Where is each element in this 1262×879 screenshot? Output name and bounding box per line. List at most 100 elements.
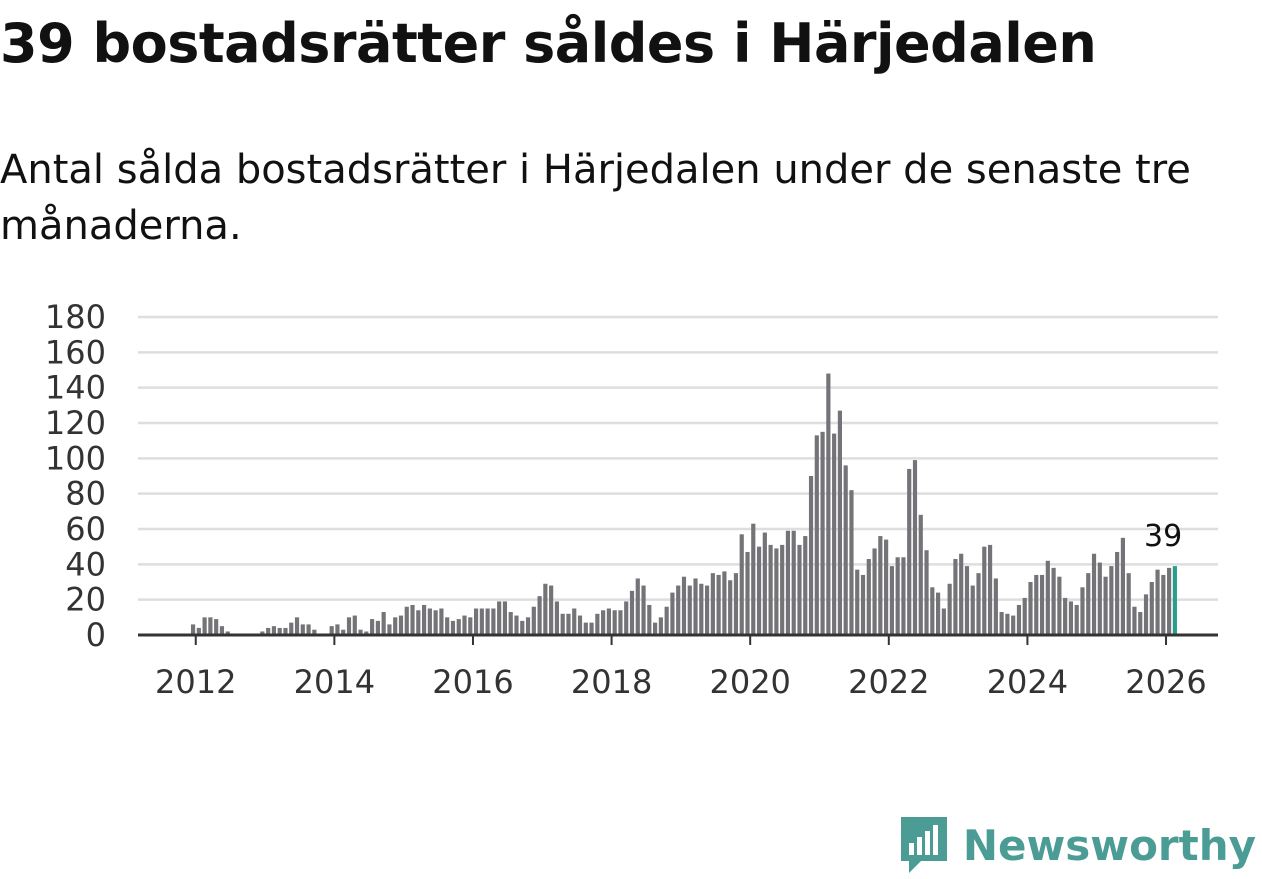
bar bbox=[653, 622, 658, 635]
bar bbox=[566, 613, 571, 635]
bar bbox=[601, 610, 606, 635]
bar bbox=[907, 468, 912, 635]
bar bbox=[439, 608, 444, 635]
bar bbox=[387, 624, 392, 635]
bar bbox=[1109, 566, 1114, 635]
bar bbox=[918, 514, 923, 635]
bar bbox=[693, 578, 698, 635]
bar bbox=[1115, 551, 1120, 635]
bar bbox=[375, 620, 380, 635]
bar bbox=[999, 612, 1004, 635]
bar bbox=[404, 606, 409, 635]
bar bbox=[728, 580, 733, 635]
bar bbox=[895, 557, 900, 635]
bar bbox=[676, 585, 681, 635]
bar bbox=[855, 569, 860, 635]
bar bbox=[849, 490, 854, 635]
bar bbox=[624, 601, 629, 635]
bar bbox=[924, 550, 929, 635]
bar bbox=[993, 578, 998, 635]
bar bbox=[1005, 613, 1010, 635]
x-axis: 2012 2014 2016 2018 2020 2022 2024 2026 bbox=[138, 633, 1218, 701]
bar bbox=[1155, 569, 1160, 635]
bar bbox=[456, 619, 461, 635]
bar bbox=[485, 608, 490, 635]
y-tick-label: 40 bbox=[65, 545, 106, 583]
bar bbox=[491, 608, 496, 635]
chart-subtitle: Antal sålda bostadsrätter i Härjedalen u… bbox=[0, 147, 1191, 249]
bar bbox=[1138, 612, 1143, 635]
bar bbox=[970, 585, 975, 635]
bar bbox=[312, 629, 317, 635]
bar bbox=[219, 626, 225, 635]
bar bbox=[421, 604, 427, 635]
bar bbox=[912, 460, 918, 635]
bar bbox=[479, 608, 484, 635]
bar bbox=[739, 534, 744, 635]
bar bbox=[589, 622, 594, 635]
bar bbox=[346, 617, 352, 635]
chart-title: 39 bostadsrätter såldes i Härjedalen bbox=[0, 12, 1097, 75]
bar bbox=[1161, 574, 1166, 635]
y-tick-label: 60 bbox=[65, 510, 106, 548]
x-tick-label: 2026 bbox=[1125, 663, 1206, 701]
bar bbox=[1132, 606, 1137, 635]
bar bbox=[612, 610, 617, 635]
bar bbox=[583, 622, 588, 635]
bar bbox=[225, 631, 230, 635]
bar bbox=[774, 548, 779, 635]
bar bbox=[1120, 537, 1125, 635]
bar bbox=[1097, 562, 1102, 635]
bar bbox=[860, 574, 866, 635]
x-tick-label: 2016 bbox=[432, 663, 513, 701]
bar bbox=[410, 604, 415, 635]
bar bbox=[543, 583, 548, 635]
bar bbox=[762, 532, 767, 635]
bar bbox=[208, 617, 213, 635]
bar bbox=[751, 523, 756, 635]
bar bbox=[427, 608, 432, 635]
bar bbox=[982, 546, 987, 635]
bar bbox=[277, 627, 282, 635]
bar bbox=[681, 576, 687, 635]
bar bbox=[704, 585, 710, 635]
bar bbox=[514, 615, 519, 635]
gridlines bbox=[138, 315, 1218, 601]
bar bbox=[797, 544, 802, 635]
bar bbox=[866, 559, 871, 635]
bar-highlight bbox=[1172, 566, 1177, 635]
bar bbox=[433, 610, 438, 635]
bar bbox=[190, 624, 196, 635]
bar bbox=[803, 536, 808, 635]
bar bbox=[780, 544, 785, 635]
bar bbox=[687, 585, 692, 635]
bar bbox=[1074, 604, 1079, 635]
bar bbox=[1126, 573, 1131, 635]
bar bbox=[618, 610, 623, 635]
bar bbox=[641, 585, 646, 635]
bar bbox=[987, 544, 993, 635]
bar bbox=[537, 596, 542, 635]
bar bbox=[1034, 574, 1039, 635]
bar bbox=[508, 612, 513, 635]
bar bbox=[554, 601, 560, 635]
bar bbox=[1167, 567, 1172, 635]
newsworthy-logo-icon bbox=[900, 817, 947, 873]
bar bbox=[964, 566, 970, 635]
bar bbox=[722, 571, 727, 635]
bar bbox=[266, 627, 271, 635]
bar bbox=[473, 608, 479, 635]
bar bbox=[820, 431, 825, 635]
bar bbox=[1016, 604, 1022, 635]
bar bbox=[300, 624, 305, 635]
bar bbox=[837, 410, 842, 635]
bar bbox=[468, 617, 473, 635]
bar bbox=[560, 613, 565, 635]
bar bbox=[670, 592, 675, 635]
bar bbox=[1057, 576, 1062, 635]
bar bbox=[872, 548, 877, 635]
bar bbox=[878, 536, 883, 635]
bar bbox=[756, 546, 762, 635]
bar bbox=[768, 544, 773, 635]
